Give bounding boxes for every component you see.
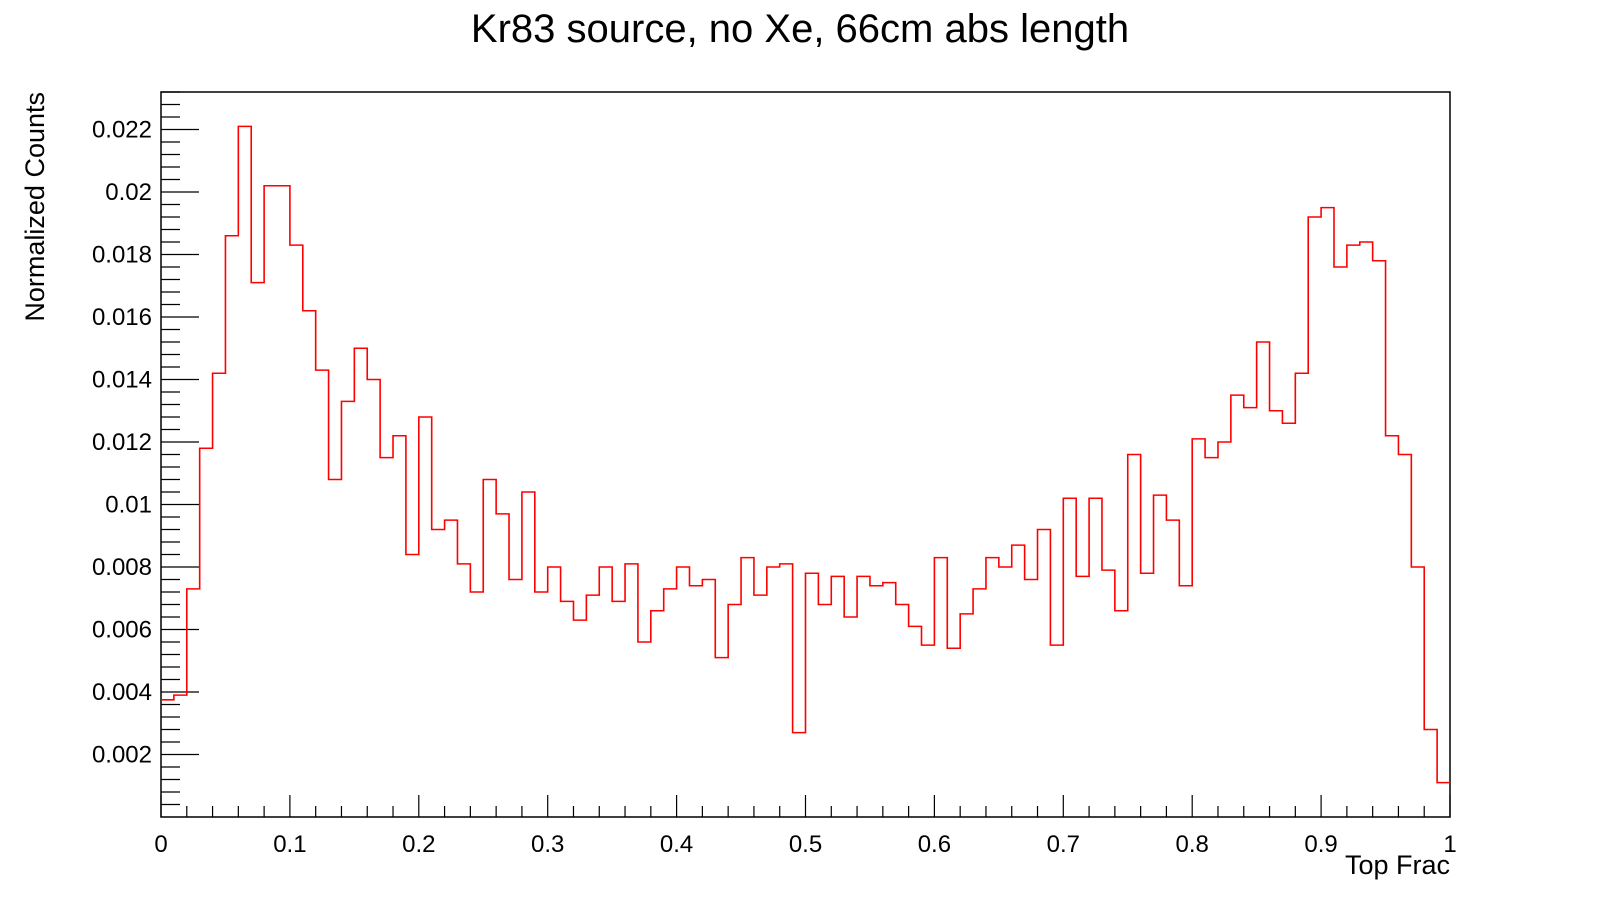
y-tick-label: 0.01	[105, 492, 152, 519]
y-tick-label: 0.022	[92, 117, 152, 144]
x-tick-label: 0.2	[402, 831, 435, 858]
x-tick-label: 0	[154, 831, 167, 858]
y-tick-label: 0.02	[105, 179, 152, 206]
y-tick-label: 0.002	[92, 742, 152, 769]
x-tick-label: 0.7	[1047, 831, 1080, 858]
y-tick-label: 0.012	[92, 429, 152, 456]
y-tick-label: 0.014	[92, 367, 152, 394]
x-tick-label: 0.4	[660, 831, 693, 858]
chart-title: Kr83 source, no Xe, 66cm abs length	[471, 7, 1129, 51]
y-tick-label: 0.004	[92, 679, 152, 706]
y-tick-label: 0.018	[92, 242, 152, 269]
x-tick-label: 0.8	[1176, 831, 1209, 858]
x-axis-title: Top Frac	[1345, 850, 1450, 880]
x-tick-label: 1	[1443, 831, 1456, 858]
y-axis: 0.002 0.004 0.006 0.008 0.01 0.012 0.014 0.016 0…	[92, 91, 199, 806]
x-tick-label: 0.9	[1304, 831, 1337, 858]
x-tick-label: 0.3	[531, 831, 564, 858]
x-tick-label: 0.6	[918, 831, 951, 858]
y-tick-label: 0.006	[92, 617, 152, 644]
histogram-line	[161, 125, 1450, 784]
y-tick-label: 0.008	[92, 554, 152, 581]
x-tick-label: 0.1	[273, 831, 306, 858]
x-axis: 0 0.1 0.2 0.3 0.4 0.5 0.6 0.7 0.8 0.9 1	[154, 795, 1457, 858]
y-tick-label: 0.016	[92, 304, 152, 331]
y-axis-title: Normalized Counts	[20, 92, 50, 322]
x-tick-label: 0.5	[789, 831, 822, 858]
